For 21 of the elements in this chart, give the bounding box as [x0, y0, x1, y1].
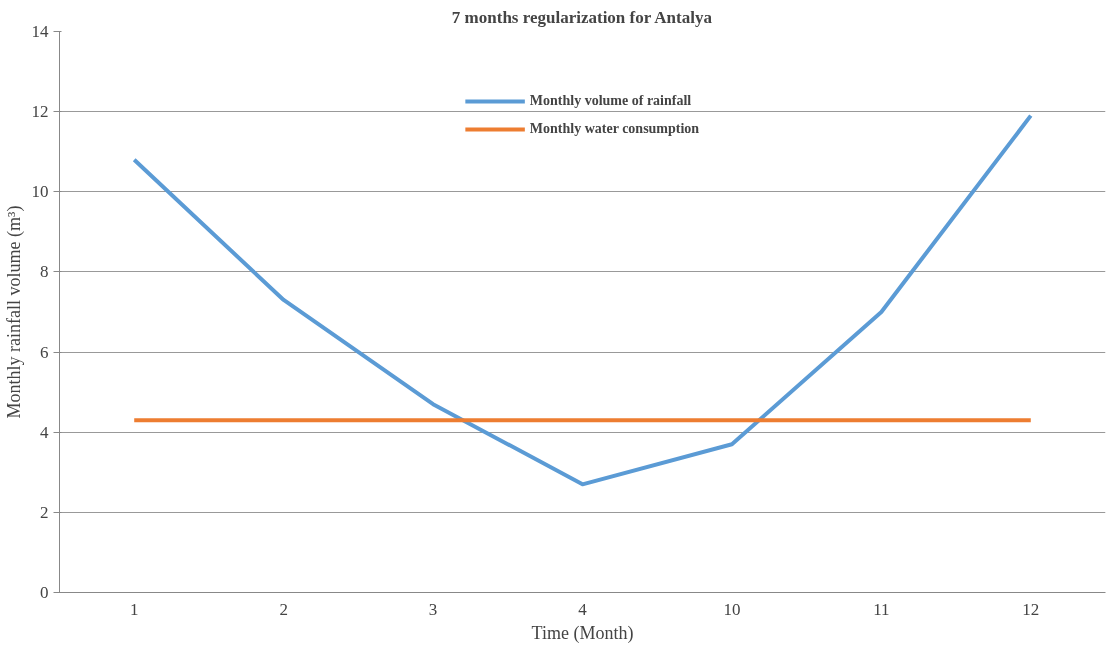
- y-tick-label: 12: [31, 102, 49, 122]
- y-tick-label: 6: [40, 342, 49, 362]
- legend-label: Monthly volume of rainfall: [529, 93, 692, 109]
- x-tick-label: 11: [873, 599, 890, 619]
- legend-label: Monthly water consumption: [529, 121, 700, 137]
- x-tick-label: 1: [129, 599, 139, 619]
- x-axis-title: Time (Month): [531, 622, 634, 644]
- y-tick-label: 10: [31, 182, 49, 202]
- y-axis-title: Monthly rainfall volume (m³): [3, 205, 25, 419]
- y-tick-label: 0: [40, 583, 49, 602]
- y-tick-label: 4: [40, 422, 49, 442]
- line-series: [132, 113, 1033, 487]
- x-tick-label: 3: [428, 599, 438, 619]
- x-tick-label: 12: [1022, 599, 1040, 619]
- chart-title: 7 months regularization for Antalya: [451, 7, 713, 27]
- x-tick-label: 2: [279, 599, 288, 619]
- y-tick-label: 8: [40, 262, 49, 282]
- y-tick-label: 14: [31, 22, 49, 41]
- x-tick-label: 4: [578, 599, 588, 619]
- x-tick-label: 10: [723, 599, 741, 619]
- y-tick-label: 2: [40, 502, 49, 522]
